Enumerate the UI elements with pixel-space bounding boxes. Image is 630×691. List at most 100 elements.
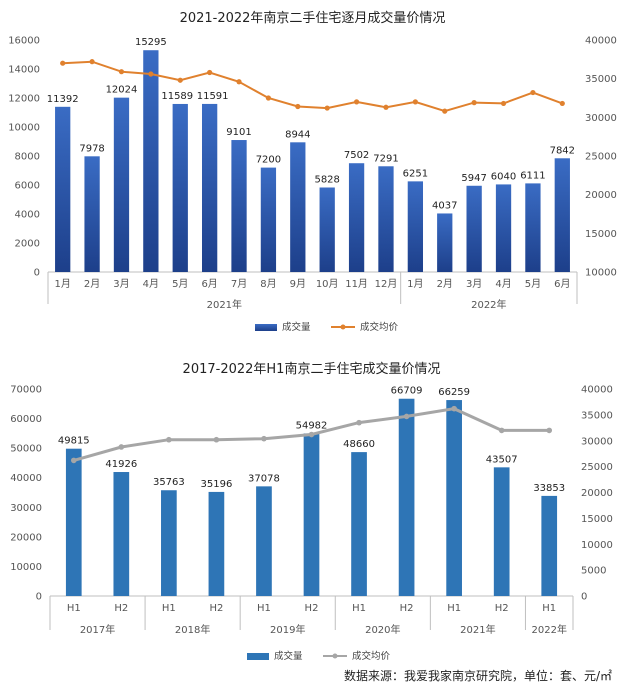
c2-legend-line-marker: [332, 653, 338, 659]
c2-bar: [398, 398, 415, 596]
c2-ytick-left: 60000: [10, 414, 42, 425]
c1-price-point: [89, 59, 95, 65]
c1-bar: [84, 156, 100, 272]
c1-category-label: 9月: [290, 278, 306, 290]
c2-price-point: [403, 413, 410, 420]
c1-bar-label: 11591: [197, 91, 229, 102]
c2-ytick-right: 35000: [581, 410, 613, 421]
c1-category-label: 2月: [437, 278, 453, 290]
c2-bar: [113, 472, 130, 596]
c2-legend-bar-label: 成交量: [274, 650, 303, 662]
c1-bar-label: 7978: [79, 143, 104, 154]
c2-bar: [493, 467, 510, 596]
c2-ytick-right: 15000: [581, 514, 613, 525]
c1-category-label: 4月: [495, 278, 511, 290]
c2-category-label: H2: [305, 603, 319, 614]
c1-bar-label: 11392: [47, 94, 79, 105]
c2-price-point: [308, 431, 315, 438]
c2-bar: [303, 433, 320, 596]
c1-bar: [201, 103, 218, 272]
c1-price-point: [471, 100, 477, 106]
c2-price-point: [498, 427, 505, 434]
monthly-chart: 2021-2022年南京二手住宅逐月成交量价情况 0 2000 4000 6000 800…: [8, 10, 617, 333]
c2-bar-label: 49815: [58, 436, 90, 447]
c1-ytick-left: 16000: [8, 36, 40, 47]
c1-category-label: 1月: [407, 278, 423, 290]
c1-price-point: [383, 104, 389, 110]
c1-ytick-right: 10000: [585, 268, 617, 279]
c1-category-label: 1月: [55, 278, 71, 290]
c1-ytick-left: 2000: [15, 239, 40, 250]
c1-legend-bar-label: 成交量: [282, 321, 311, 333]
c1-legend-line-label: 成交均价: [360, 321, 399, 333]
c1-bar-label: 6251: [403, 168, 428, 179]
c1-price-point: [265, 95, 272, 101]
c1-group-label: 2022年: [471, 298, 506, 311]
c1-ytick-left: 10000: [8, 123, 40, 134]
c1-bar-label: 7200: [256, 155, 281, 166]
c1-price-line: [62, 60, 563, 113]
c1-bar: [143, 50, 159, 272]
c2-category-label: H2: [114, 603, 128, 614]
c1-bar-label: 12024: [106, 85, 138, 96]
c1-bar-label: 8944: [285, 129, 310, 140]
c2-bar: [351, 452, 367, 596]
c1-ytick-right: 15000: [585, 229, 617, 240]
c1-price-point: [118, 69, 125, 75]
c2-bar-label: 48660: [343, 439, 375, 450]
c2-bar: [541, 495, 558, 596]
c2-group-label: 2021年: [460, 623, 495, 636]
c2-bar: [65, 448, 82, 596]
c2-ytick-right: 30000: [581, 436, 613, 447]
c2-group-label: 2017年: [80, 623, 115, 636]
c2-ytick-right: 10000: [581, 540, 613, 551]
c1-title: 2021-2022年南京二手住宅逐月成交量价情况: [180, 10, 446, 26]
c1-bar: [378, 166, 394, 272]
c1-ytick-right: 30000: [585, 113, 617, 124]
c1-category-label: 8月: [260, 278, 276, 290]
c2-ytick-left: 40000: [10, 473, 42, 484]
source-note: 数据来源：我爱我家南京研究院，单位：套、元/㎡: [344, 668, 612, 683]
c1-category-label: 6月: [201, 278, 217, 290]
c2-bar: [161, 490, 177, 596]
c1-bar-label: 6040: [491, 171, 516, 182]
c2-bar-label: 43507: [486, 454, 518, 465]
c2-bar: [256, 486, 272, 596]
c1-ytick-left: 12000: [8, 94, 40, 105]
c1-ytick-left: 0: [34, 268, 40, 279]
c2-category-label: H1: [352, 603, 366, 614]
c1-category-label: 5月: [525, 278, 541, 290]
c1-bar: [437, 213, 453, 272]
c1-category-label: 12月: [375, 278, 398, 290]
c2-group-label: 2022年: [532, 623, 567, 636]
c2-ytick-left: 30000: [10, 503, 42, 514]
c2-bar-label: 35763: [153, 477, 185, 488]
c1-price-point: [236, 79, 242, 85]
c1-ytick-right: 40000: [585, 36, 617, 47]
half-year-chart: 2017-2022年H1南京二手住宅成交量价情况 0 10000 20000 30000…: [10, 361, 613, 662]
c2-ytick-left: 50000: [10, 444, 42, 455]
c2-ytick-right: 0: [581, 592, 587, 603]
c2-price-point: [166, 436, 172, 443]
c2-bar: [208, 491, 225, 596]
c1-ytick-left: 14000: [8, 65, 40, 76]
c2-price-point: [261, 435, 267, 442]
c2-category-label: H1: [67, 603, 81, 614]
c1-price-point: [148, 71, 154, 77]
c1-bar-label: 7502: [344, 150, 369, 161]
c1-price-point: [412, 99, 418, 105]
c1-price-point: [324, 105, 330, 111]
c1-bar-label: 7842: [550, 145, 575, 156]
c1-bar-label: 5828: [314, 174, 339, 185]
c2-price-point: [70, 457, 77, 464]
c1-bar: [55, 106, 71, 272]
c2-category-label: H1: [162, 603, 176, 614]
c2-ytick-right: 5000: [581, 566, 606, 577]
c1-category-label: 10月: [316, 278, 339, 290]
c1-category-label: 6月: [554, 278, 570, 290]
c2-ytick-left: 10000: [10, 562, 42, 573]
c1-category-label: 5月: [172, 278, 188, 290]
c2-bar-label: 66709: [391, 386, 423, 397]
c2-price-point: [213, 436, 220, 443]
c1-category-label: 2月: [84, 278, 100, 290]
